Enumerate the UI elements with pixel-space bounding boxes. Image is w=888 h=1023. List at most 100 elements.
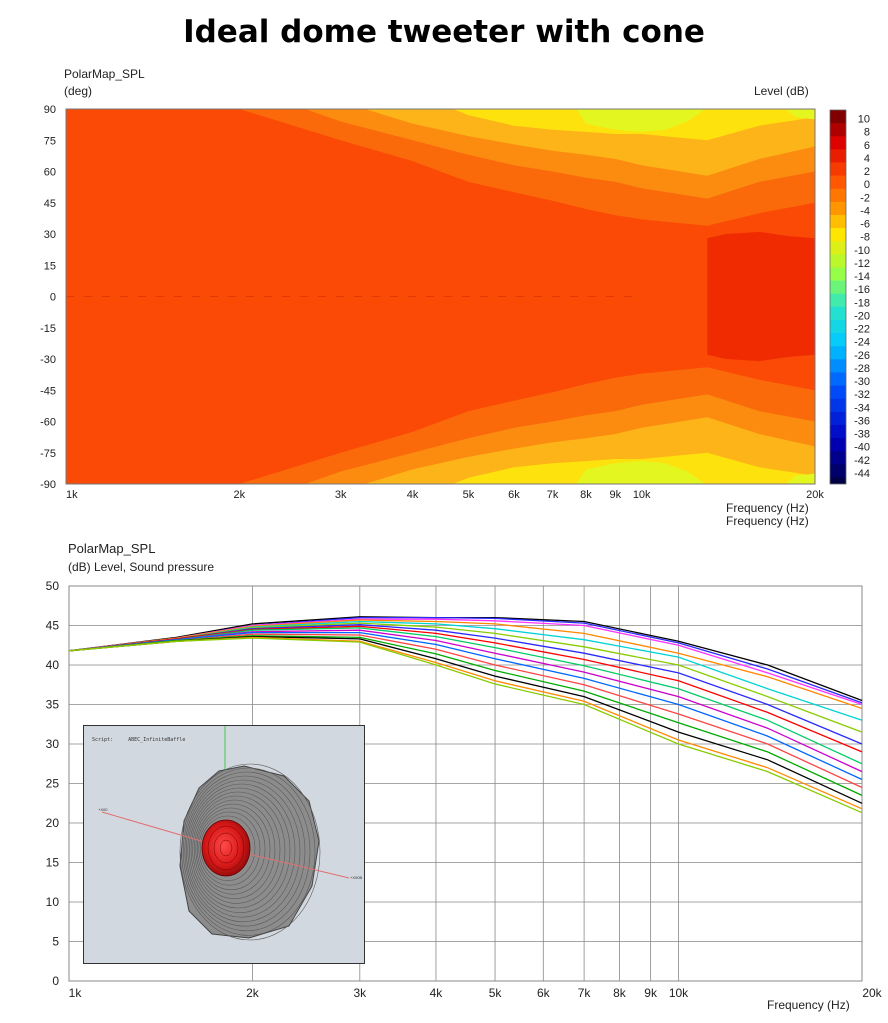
polar-x-tick-label: 5k bbox=[463, 489, 475, 501]
cone-ring bbox=[189, 787, 291, 913]
polar-y-tick-label: -45 bbox=[40, 385, 56, 397]
colorbar-tick-label: -18 bbox=[854, 297, 870, 309]
spl-x-tick-label: 2k bbox=[246, 986, 260, 1000]
colorbar-swatch bbox=[830, 398, 846, 413]
colorbar-swatch bbox=[830, 438, 846, 452]
spl-y-tick-label: 50 bbox=[46, 579, 60, 593]
polar-y-tick-label: -30 bbox=[40, 354, 56, 366]
polar-y-tick-label: 90 bbox=[44, 104, 56, 116]
spl-series-line-13 bbox=[68, 635, 863, 796]
polar-x-tick-label: 3k bbox=[335, 489, 347, 501]
polar-y-tick-label: 45 bbox=[44, 198, 56, 210]
spl-x-tick-label: 8k bbox=[613, 986, 627, 1000]
contour-band-5-lower bbox=[576, 461, 706, 484]
colorbar-swatch bbox=[830, 424, 846, 439]
colorbar-tick-label: -26 bbox=[854, 350, 870, 362]
spl-y-tick-label: 15 bbox=[46, 856, 60, 870]
contour-band-5-upper bbox=[576, 109, 706, 132]
spl-y-tick-label: 5 bbox=[52, 935, 59, 949]
colorbar-swatch bbox=[830, 254, 846, 269]
spl-x-tick-label: 5k bbox=[489, 986, 503, 1000]
polar-map-colorbar-label: Level (dB) bbox=[754, 84, 809, 98]
spl-y-tick-label: 20 bbox=[46, 816, 60, 830]
spl-x-tick-label: 9k bbox=[644, 986, 658, 1000]
inset-label-left: +X00 bbox=[98, 807, 108, 812]
colorbar-tick-label: -24 bbox=[854, 337, 870, 349]
colorbar-swatch bbox=[830, 306, 846, 321]
polar-y-tick-label: -60 bbox=[40, 417, 56, 429]
polar-map-x-label-echo: Frequency (Hz) bbox=[726, 514, 809, 528]
colorbar-swatch bbox=[830, 372, 846, 387]
spl-y-tick-label: 40 bbox=[46, 658, 60, 672]
spl-y-tick-label: 30 bbox=[46, 737, 60, 751]
polar-y-tick-label: 75 bbox=[44, 135, 56, 147]
cone-ring bbox=[198, 811, 261, 886]
colorbar-tick-label: -14 bbox=[854, 271, 870, 283]
polar-x-tick-label: 4k bbox=[407, 489, 419, 501]
colorbar-tick-label: -2 bbox=[860, 192, 870, 204]
polar-y-tick-label: 15 bbox=[44, 260, 56, 272]
inset-script-text: Script: ABEC_InfiniteBaffle bbox=[92, 737, 186, 743]
spl-chart-title: PolarMap_SPL bbox=[68, 541, 156, 556]
colorbar-swatch bbox=[830, 175, 846, 190]
colorbar-swatch bbox=[830, 359, 846, 374]
spl-x-tick-label: 7k bbox=[578, 986, 592, 1000]
colorbar-tick-label: -32 bbox=[854, 389, 870, 401]
cone-ring bbox=[182, 771, 311, 932]
colorbar-tick-label: -42 bbox=[854, 455, 870, 467]
spl-series-line-8 bbox=[68, 625, 863, 753]
colorbar-swatch bbox=[830, 241, 846, 255]
spl-y-tick-label: 0 bbox=[52, 974, 59, 988]
spl-y-tick-label: 25 bbox=[46, 777, 60, 791]
colorbar-swatch bbox=[830, 411, 846, 426]
colorbar-swatch bbox=[830, 201, 846, 216]
colorbar-tick-label: -34 bbox=[854, 402, 870, 414]
colorbar-tick-label: 6 bbox=[864, 140, 870, 152]
colorbar-tick-label: -22 bbox=[854, 324, 870, 336]
spl-x-tick-label: 4k bbox=[430, 986, 444, 1000]
polar-y-tick-label: 30 bbox=[44, 229, 56, 241]
colorbar-tick-label: 10 bbox=[858, 114, 870, 126]
colorbar-tick-label: -16 bbox=[854, 284, 870, 296]
spl-series-line-11 bbox=[68, 631, 863, 781]
tweeter-model-image: +X00 +X00B bbox=[98, 726, 362, 941]
polar-x-tick-label: 9k bbox=[610, 489, 622, 501]
colorbar-tick-label: -12 bbox=[854, 258, 870, 270]
spl-y-tick-label: 35 bbox=[46, 698, 60, 712]
polar-map-x-label: Frequency (Hz) bbox=[726, 501, 809, 515]
colorbar-swatch bbox=[830, 162, 846, 177]
colorbar-swatch bbox=[830, 136, 846, 150]
colorbar-swatch bbox=[830, 214, 846, 229]
spl-x-tick-label: 1k bbox=[69, 986, 83, 1000]
colorbar-swatch bbox=[830, 293, 846, 308]
polar-x-tick-label: 20k bbox=[806, 489, 824, 501]
polar-y-tick-label: 60 bbox=[44, 167, 56, 179]
polar-x-tick-label: 7k bbox=[547, 489, 559, 501]
cone-ring bbox=[185, 779, 301, 923]
colorbar-swatch bbox=[830, 464, 846, 479]
polar-y-tick-label: -15 bbox=[40, 323, 56, 335]
colorbar-tick-label: 0 bbox=[864, 179, 870, 191]
cone-ring bbox=[179, 763, 321, 941]
polar-y-tick-label: 0 bbox=[50, 292, 56, 304]
spl-x-tick-label: 10k bbox=[669, 986, 689, 1000]
spl-series-line-16 bbox=[68, 637, 863, 814]
colorbar-tick-label: 2 bbox=[864, 166, 870, 178]
cone-ring bbox=[200, 815, 256, 881]
colorbar-tick-label: -10 bbox=[854, 245, 870, 257]
cone-ring bbox=[190, 791, 286, 909]
cone-ring bbox=[195, 803, 271, 895]
spl-series-line-12 bbox=[68, 633, 863, 789]
contour-band-6-upper bbox=[785, 109, 815, 120]
colorbar-swatch bbox=[830, 346, 846, 360]
spl-chart-x-label: Frequency (Hz) bbox=[767, 998, 850, 1012]
page-title: Ideal dome tweeter with cone bbox=[183, 14, 705, 50]
spl-y-tick-label: 10 bbox=[46, 895, 60, 909]
colorbar-swatch bbox=[830, 319, 846, 334]
cone-ring bbox=[181, 767, 316, 936]
polar-map-title: PolarMap_SPL bbox=[64, 67, 145, 81]
cone-ring bbox=[184, 775, 306, 927]
colorbar-swatch bbox=[830, 333, 846, 347]
colorbar-tick-label: -30 bbox=[854, 376, 870, 388]
